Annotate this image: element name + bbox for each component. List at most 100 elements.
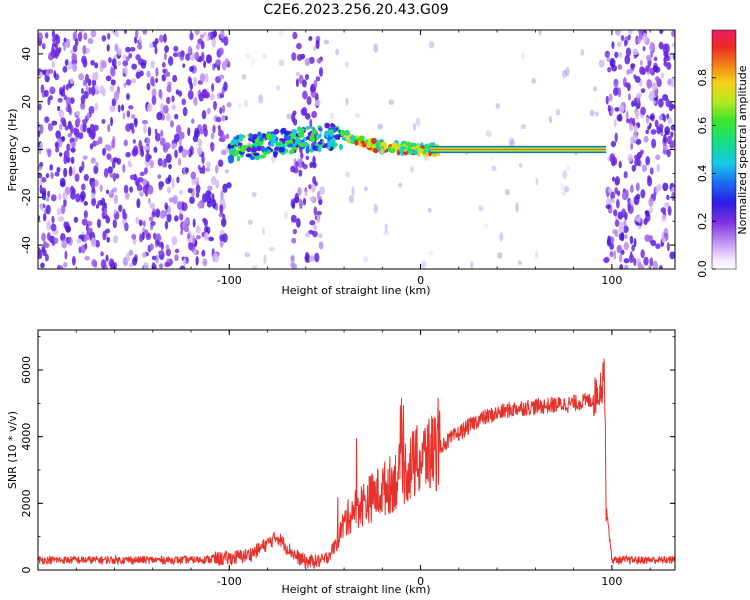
spectrogram-noise-blob bbox=[47, 123, 54, 132]
spectrogram-noise-blob bbox=[160, 129, 164, 137]
spectrogram-noise-blob bbox=[87, 227, 93, 233]
spectrogram-noise-blob bbox=[296, 71, 300, 77]
spectrogram-noise-blob bbox=[138, 36, 142, 44]
spectrogram-noise-blob bbox=[104, 228, 111, 234]
spectrogram-y-tick-label: -40 bbox=[20, 236, 33, 254]
spectrogram-noise-blob bbox=[292, 110, 297, 116]
signal-blob bbox=[303, 143, 310, 147]
spectrogram-noise-blob bbox=[97, 136, 103, 145]
spectrogram-noise-blob bbox=[113, 65, 118, 70]
spectrogram-noise-blob bbox=[154, 132, 161, 142]
spectrogram-noise-blob bbox=[643, 256, 649, 266]
spectrogram-noise-blob bbox=[140, 149, 145, 158]
spectrogram-noise-blob bbox=[83, 173, 89, 181]
spectrogram-noise-blob bbox=[278, 59, 285, 67]
spectrogram-noise-blob bbox=[598, 59, 605, 68]
spectrogram-noise-blob bbox=[185, 149, 191, 155]
spectrogram-noise-blob bbox=[589, 109, 595, 117]
spectrogram-noise-blob bbox=[649, 257, 654, 267]
spectrogram-noise-blob bbox=[483, 223, 489, 228]
spectrogram-noise-blob bbox=[144, 229, 149, 236]
spectrogram-noise-blob bbox=[298, 162, 303, 169]
spectrogram-noise-blob bbox=[111, 98, 117, 107]
spectrogram-noise-blob bbox=[137, 176, 144, 183]
spectrogram-noise-blob bbox=[607, 66, 612, 73]
spectrogram-noise-blob bbox=[54, 171, 60, 177]
spectrogram-noise-blob bbox=[168, 163, 172, 170]
chart-title: C2E6.2023.256.20.43.G09 bbox=[263, 2, 448, 18]
spectrogram-noise-blob bbox=[605, 204, 611, 210]
signal-blob bbox=[324, 122, 331, 129]
spectrogram-noise-blob bbox=[220, 218, 227, 228]
spectrogram-noise-blob bbox=[560, 182, 564, 191]
spectrogram-noise-blob bbox=[314, 181, 318, 187]
spectrogram-noise-blob bbox=[90, 131, 96, 140]
spectrogram-noise-blob bbox=[640, 249, 645, 259]
spectrogram-noise-blob bbox=[205, 167, 211, 172]
spectrogram-noise-blob bbox=[150, 220, 156, 227]
spectrogram-noise-blob bbox=[652, 260, 659, 269]
spectrogram-noise-blob bbox=[142, 185, 148, 194]
spectrogram-noise-blob bbox=[63, 261, 68, 268]
spectrogram-noise-blob bbox=[642, 32, 648, 43]
spectrogram-noise-blob bbox=[84, 73, 90, 83]
spectrogram-noise-blob bbox=[623, 241, 629, 251]
spectrogram-noise-blob bbox=[213, 100, 217, 111]
spectrogram-noise-blob bbox=[639, 59, 643, 66]
spectrogram-noise-blob bbox=[166, 84, 172, 93]
spectrogram-noise-blob bbox=[263, 254, 267, 264]
spectrogram-noise-blob bbox=[520, 124, 527, 130]
spectrogram-noise-blob bbox=[620, 34, 625, 42]
spectrogram-noise-blob bbox=[220, 190, 224, 201]
spectrogram-noise-blob bbox=[316, 210, 322, 216]
spectrogram-noise-blob bbox=[165, 153, 172, 163]
spectrogram-noise-blob bbox=[122, 60, 129, 67]
spectrogram-noise-blob bbox=[129, 186, 133, 193]
signal-blob bbox=[375, 141, 381, 147]
spectrogram-noise-blob bbox=[618, 51, 623, 59]
colorbar-label: Normalized spectral amplitude bbox=[736, 65, 749, 234]
spectrogram-noise-blob bbox=[623, 234, 628, 240]
spectrogram-noise-blob bbox=[122, 54, 127, 60]
spectrogram-noise-blob bbox=[313, 206, 318, 216]
spectrogram-noise-blob bbox=[292, 167, 299, 174]
spectrogram-noise-blob bbox=[162, 68, 166, 74]
spectrogram-noise-blob bbox=[634, 158, 638, 167]
colorbar-gradient bbox=[711, 29, 737, 270]
spectrogram-noise-blob bbox=[651, 138, 657, 149]
spectrogram-noise-blob bbox=[38, 215, 41, 221]
signal-blob bbox=[297, 126, 302, 132]
spectrogram-noise-blob bbox=[48, 54, 53, 61]
spectrogram-noise-blob bbox=[149, 42, 154, 49]
spectrogram-noise-blob bbox=[223, 81, 228, 92]
spectrogram-noise-blob bbox=[38, 130, 41, 138]
snr-x-tick-label: -100 bbox=[217, 575, 242, 588]
spectrogram-noise-blob bbox=[619, 104, 625, 114]
spectrogram-noise-blob bbox=[607, 104, 611, 112]
spectrogram-noise-blob bbox=[224, 168, 230, 174]
spectrogram-noise-blob bbox=[636, 37, 642, 44]
signal-blob bbox=[339, 129, 346, 137]
spectrogram-noise-blob bbox=[654, 119, 659, 128]
spectrogram-noise-blob bbox=[59, 88, 66, 97]
spectrogram-noise-blob bbox=[291, 201, 295, 210]
spectrogram-noise-blob bbox=[219, 204, 224, 215]
spectrogram-noise-blob bbox=[51, 120, 58, 126]
spectrogram-noise-blob bbox=[100, 259, 107, 269]
spectrogram-noise-blob bbox=[344, 61, 349, 68]
spectrogram-noise-blob bbox=[176, 176, 180, 184]
spectrogram-x-ticks: -100 0 100 bbox=[37, 30, 651, 287]
spectrogram-noise-blob bbox=[241, 73, 247, 80]
spectrogram-noise-blob bbox=[316, 214, 321, 224]
spectrogram-noise-blob bbox=[67, 132, 72, 138]
spectrogram-noise-blob bbox=[316, 190, 321, 201]
spectrogram-noise-blob bbox=[125, 79, 132, 86]
spectrogram-noise-blob bbox=[377, 123, 383, 130]
spectrogram-noise-blob bbox=[151, 262, 156, 269]
spectrogram-noise-blob bbox=[302, 90, 308, 100]
spectrogram-noise-blob bbox=[323, 39, 330, 45]
spectrogram-noise-blob bbox=[174, 248, 180, 254]
signal-blob bbox=[317, 145, 322, 153]
spectrogram-noise-blob bbox=[293, 118, 298, 126]
spectrogram-noise-blob bbox=[655, 76, 660, 82]
